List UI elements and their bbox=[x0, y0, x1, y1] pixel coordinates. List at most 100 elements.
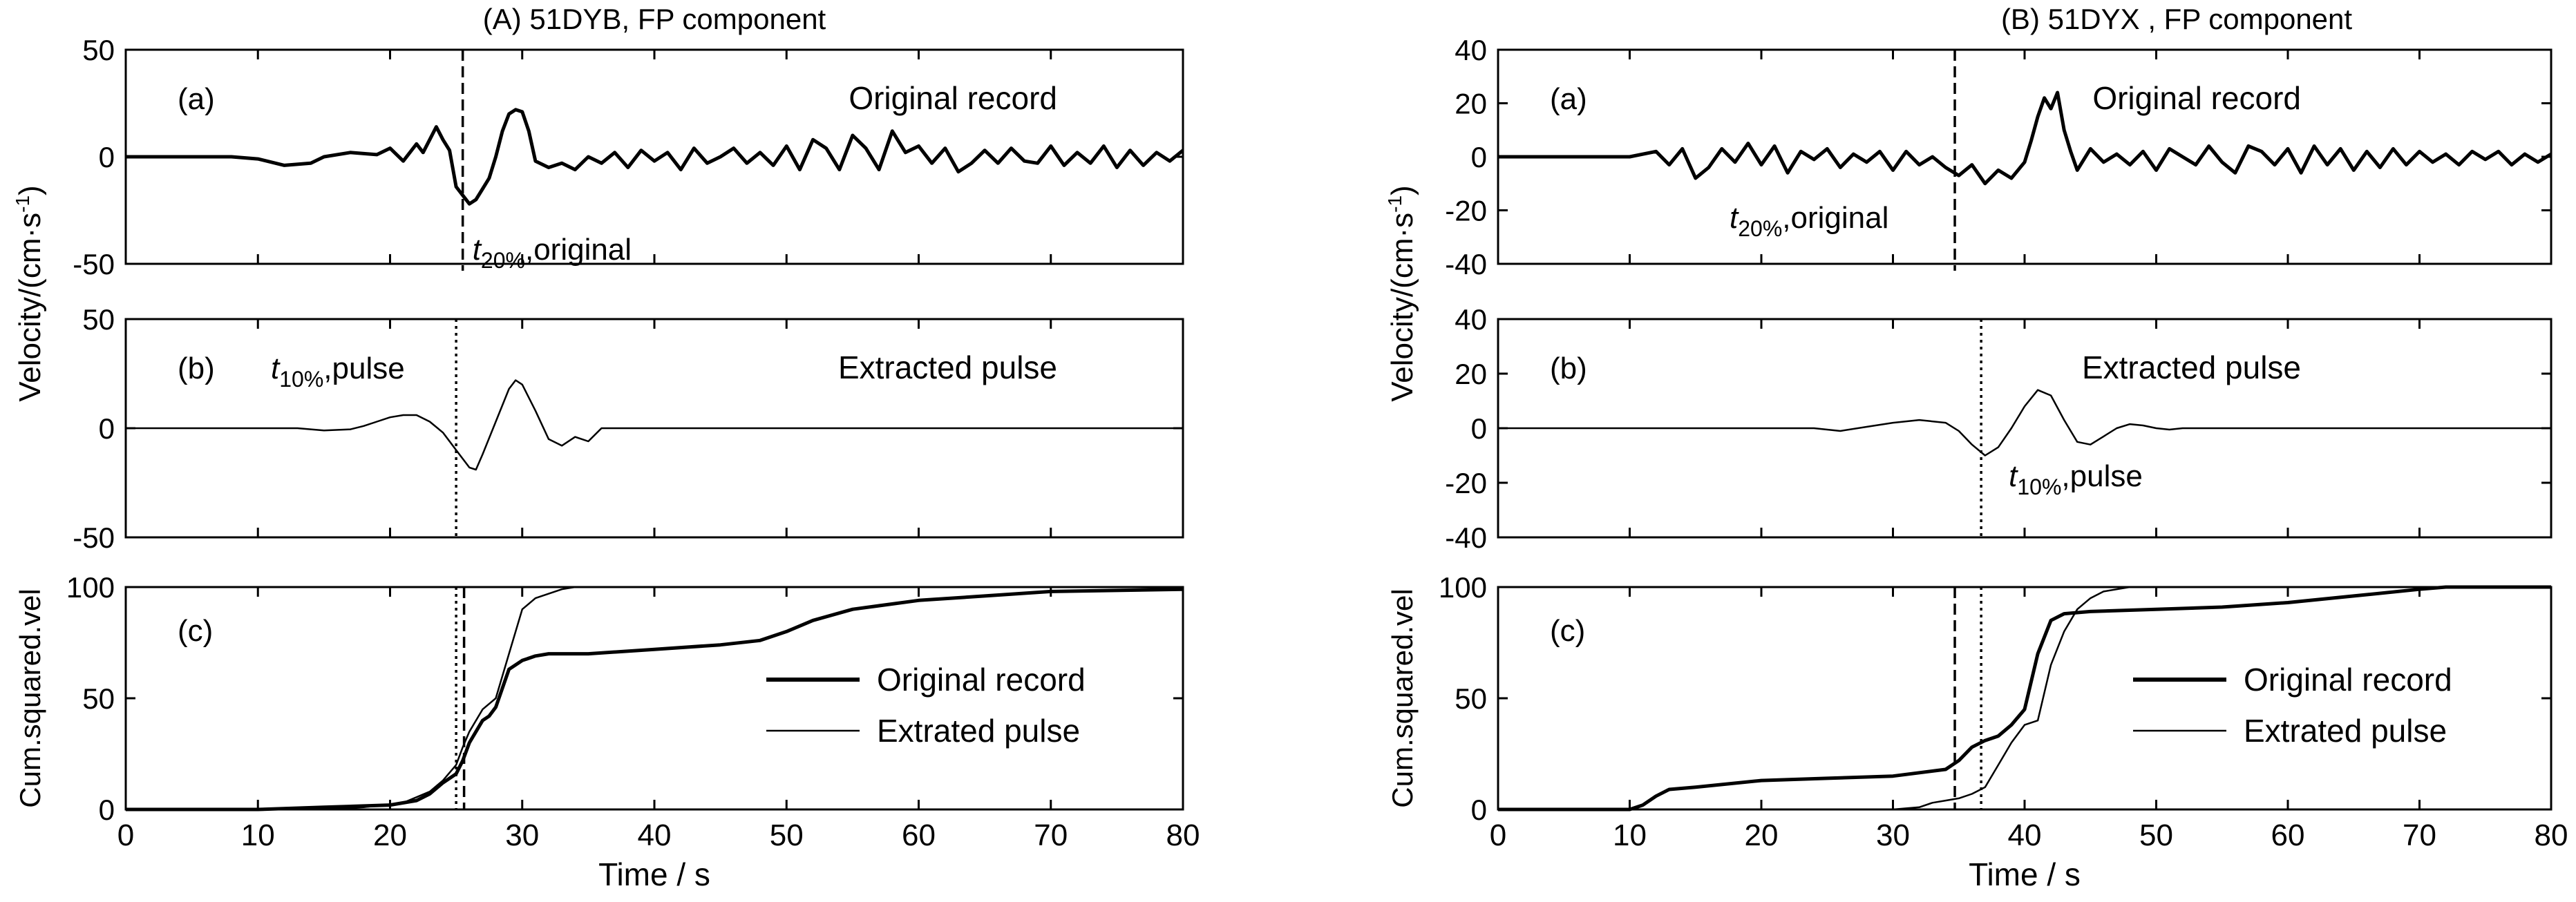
y-tick-label: -40 bbox=[1445, 521, 1487, 554]
marker-label-var: t bbox=[1730, 201, 1739, 235]
x-tick-label: 20 bbox=[373, 818, 407, 852]
series-line bbox=[126, 587, 1184, 812]
panel-tag: (c) bbox=[1550, 614, 1585, 648]
y-tick-label: 20 bbox=[1455, 88, 1487, 120]
marker-label-var: t bbox=[2009, 459, 2018, 493]
series-line bbox=[1498, 585, 2551, 812]
legend-label: Extrated pulse bbox=[877, 713, 1080, 749]
legend-label: Extrated pulse bbox=[2244, 713, 2447, 749]
marker-label: t20%,original bbox=[473, 233, 632, 273]
x-tick-label: 50 bbox=[2139, 818, 2173, 852]
panel-b: 50 0 -50 (b) t10%,pulse Extracted pulse bbox=[73, 303, 1184, 554]
x-axis-label: Time / s bbox=[1969, 856, 2081, 892]
marker-label-text: ,pulse bbox=[2061, 459, 2142, 493]
y-tick-label: 50 bbox=[1455, 682, 1487, 715]
chart-title: (A) 51DYB, FP component bbox=[483, 3, 826, 35]
x-tick-label: 10 bbox=[1613, 818, 1647, 852]
marker-label-var: t bbox=[271, 352, 281, 385]
x-tick-label: 60 bbox=[2271, 818, 2305, 852]
x-tick-label: 40 bbox=[2008, 818, 2042, 852]
y-tick-label: 0 bbox=[99, 794, 115, 826]
y-tick-label: -20 bbox=[1445, 467, 1487, 499]
series-line bbox=[126, 379, 1183, 471]
panel-c: 100 50 0 (c) Original record Extrated pulse Cu… bbox=[1386, 571, 2553, 826]
marker-label-text: ,original bbox=[1782, 201, 1888, 235]
y-tick-label: 100 bbox=[66, 571, 115, 604]
velocity-label-exp: -1 bbox=[1384, 195, 1405, 213]
y-tick-label: 100 bbox=[1439, 571, 1487, 604]
panel-a: 40 20 0 -20 -40 (a) t20%,original Original reco… bbox=[1445, 34, 2553, 280]
x-tick-label: 40 bbox=[638, 818, 672, 852]
y-tick-label: 50 bbox=[82, 303, 115, 336]
x-tick-label: 0 bbox=[117, 818, 134, 852]
panel-tag: (b) bbox=[178, 352, 215, 385]
chart-title: (B) 51DYX , FP component bbox=[2001, 3, 2352, 35]
y-tick-label: 0 bbox=[1471, 141, 1487, 173]
panel-note: Extracted pulse bbox=[2082, 349, 2301, 385]
y-tick-label: -50 bbox=[73, 248, 115, 280]
panel-tag: (c) bbox=[178, 614, 213, 648]
y-tick-label: 40 bbox=[1455, 34, 1487, 66]
velocity-label-close: ) bbox=[13, 185, 47, 195]
panel-tag: (a) bbox=[1550, 82, 1587, 116]
panel-frame bbox=[124, 586, 1184, 811]
y-tick-label: 50 bbox=[82, 34, 115, 66]
series-line bbox=[1498, 389, 2551, 457]
y-tick-label: -20 bbox=[1445, 195, 1487, 227]
marker-label-sub: 10% bbox=[279, 367, 323, 392]
y-tick-label: -40 bbox=[1445, 248, 1487, 280]
x-tick-label: 10 bbox=[241, 818, 275, 852]
x-tick-label: 30 bbox=[1876, 818, 1910, 852]
panel-note: Extracted pulse bbox=[838, 349, 1057, 385]
y-tick-label: 0 bbox=[99, 412, 115, 445]
marker-label-text: ,pulse bbox=[323, 352, 404, 385]
x-tick-label: 60 bbox=[902, 818, 936, 852]
marker-label-text: ,original bbox=[525, 233, 632, 267]
marker-label-var: t bbox=[473, 233, 482, 267]
x-tick-label: 70 bbox=[2403, 818, 2436, 852]
y-tick-label: 0 bbox=[1471, 794, 1487, 826]
x-tick-label: 50 bbox=[770, 818, 804, 852]
y-tick-label: 0 bbox=[1471, 412, 1487, 445]
x-tick-label: 0 bbox=[1490, 818, 1506, 852]
marker-label-sub: 20% bbox=[1738, 216, 1782, 241]
velocity-label-text: Velocity/(cm·s bbox=[1385, 213, 1419, 402]
velocity-label-text: Velocity/(cm·s bbox=[13, 213, 47, 402]
velocity-label-close: ) bbox=[1385, 185, 1419, 195]
chart-B: (B) 51DYX , FP component40200-20-40(a)t2… bbox=[1384, 3, 2568, 892]
panel-note: Original record bbox=[2092, 80, 2301, 116]
velocity-axis-label: Velocity/(cm·s-1) bbox=[12, 185, 47, 401]
marker-label: t10%,pulse bbox=[271, 352, 405, 392]
legend-label: Original record bbox=[877, 662, 1086, 698]
marker-label: t20%,original bbox=[1730, 201, 1888, 241]
x-tick-label: 20 bbox=[1745, 818, 1779, 852]
x-axis-label: Time / s bbox=[598, 856, 710, 892]
panel-a: 50 0 -50 (a) t20%,original Original record bbox=[73, 34, 1184, 280]
panel-tag: (b) bbox=[1550, 352, 1587, 385]
legend-label: Original record bbox=[2244, 662, 2452, 698]
y-tick-label: 20 bbox=[1455, 358, 1487, 390]
x-tick-label: 30 bbox=[505, 818, 539, 852]
x-tick-label: 80 bbox=[1166, 818, 1200, 852]
series-line bbox=[1498, 586, 2551, 811]
marker-label-sub: 20% bbox=[481, 248, 525, 273]
panel-tag: (a) bbox=[178, 82, 215, 116]
chart-A: (A) 51DYB, FP component500-50(a)t20%,ori… bbox=[12, 3, 1200, 892]
panel-b: 40 20 0 -20 -40 (b) t10%,pulse Extracted pulse bbox=[1445, 303, 2553, 554]
y-tick-label: 40 bbox=[1455, 303, 1487, 336]
marker-label: t10%,pulse bbox=[2009, 459, 2143, 499]
velocity-axis-label: Velocity/(cm·s-1) bbox=[1384, 185, 1419, 401]
x-tick-label: 70 bbox=[1034, 818, 1068, 852]
velocity-label-exp: -1 bbox=[12, 195, 33, 213]
y-axis-label: Cum.squared.vel bbox=[1386, 588, 1419, 807]
panel-c: 100 50 0 (c) Original record Extrated pulse Cu… bbox=[14, 571, 1184, 826]
y-tick-label: 0 bbox=[99, 141, 115, 173]
y-tick-label: 50 bbox=[82, 682, 115, 715]
y-axis-label: Cum.squared.vel bbox=[14, 588, 46, 807]
panel-frame bbox=[1497, 586, 2553, 811]
x-tick-label: 80 bbox=[2535, 818, 2568, 852]
y-tick-label: -50 bbox=[73, 521, 115, 554]
marker-label-sub: 10% bbox=[2017, 474, 2061, 499]
series-line bbox=[126, 586, 1183, 811]
